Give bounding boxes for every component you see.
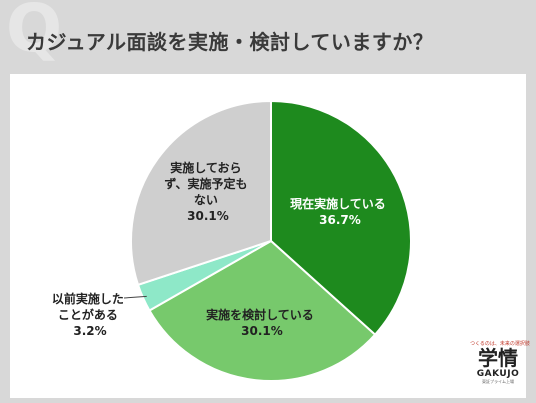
- slice-label-not-planned: 実施しておら ず、実施予定も ない 30.1%: [164, 160, 251, 223]
- slice-label-previously-name-1: 以前実施した: [52, 291, 124, 306]
- slice-label-considering-value: 30.1%: [241, 324, 283, 338]
- brand-kanji: 学情: [478, 346, 518, 370]
- slice-label-previously-value: 3.2%: [73, 324, 106, 338]
- q-mark-decoration: Q: [6, 0, 63, 67]
- slice-label-not-planned-value: 30.1%: [187, 209, 229, 223]
- slice-label-not-planned-name-1: 実施しておら: [170, 160, 241, 175]
- slice-label-considering: 実施を検討している 30.1%: [206, 307, 318, 338]
- slice-label-current: 現在実施している 36.7%: [290, 196, 390, 227]
- page-title: カジュアル面談を実施・検討していますか？: [26, 30, 434, 54]
- slice-label-current-name: 現在実施している: [290, 196, 386, 211]
- leader-line-previously: [123, 295, 147, 299]
- gakujo-logo: つくるのは、未来の選択肢 学情 GAKUJO 東証プライム上場: [470, 340, 530, 398]
- slice-label-previously: 以前実施した ことがある 3.2%: [52, 291, 128, 338]
- pie-slice-current: [270, 99, 412, 337]
- slice-label-not-planned-name-3: ない: [194, 193, 218, 207]
- brand-sub: 東証プライム上場: [482, 379, 514, 384]
- brand-latin: GAKUJO: [476, 369, 520, 379]
- slice-label-not-planned-name-2: ず、実施予定も: [164, 176, 247, 191]
- slice-label-previously-name-2: ことがある: [58, 307, 118, 322]
- pie-slice-not-planned: [130, 99, 272, 287]
- header-bar: Q カジュアル面談を実施・検討していますか？: [0, 0, 536, 72]
- slice-label-current-value: 36.7%: [319, 213, 361, 227]
- slice-label-considering-name: 実施を検討している: [206, 307, 314, 322]
- brand-tagline: つくるのは、未来の選択肢: [470, 341, 530, 347]
- pie-slice-considering: [148, 239, 377, 383]
